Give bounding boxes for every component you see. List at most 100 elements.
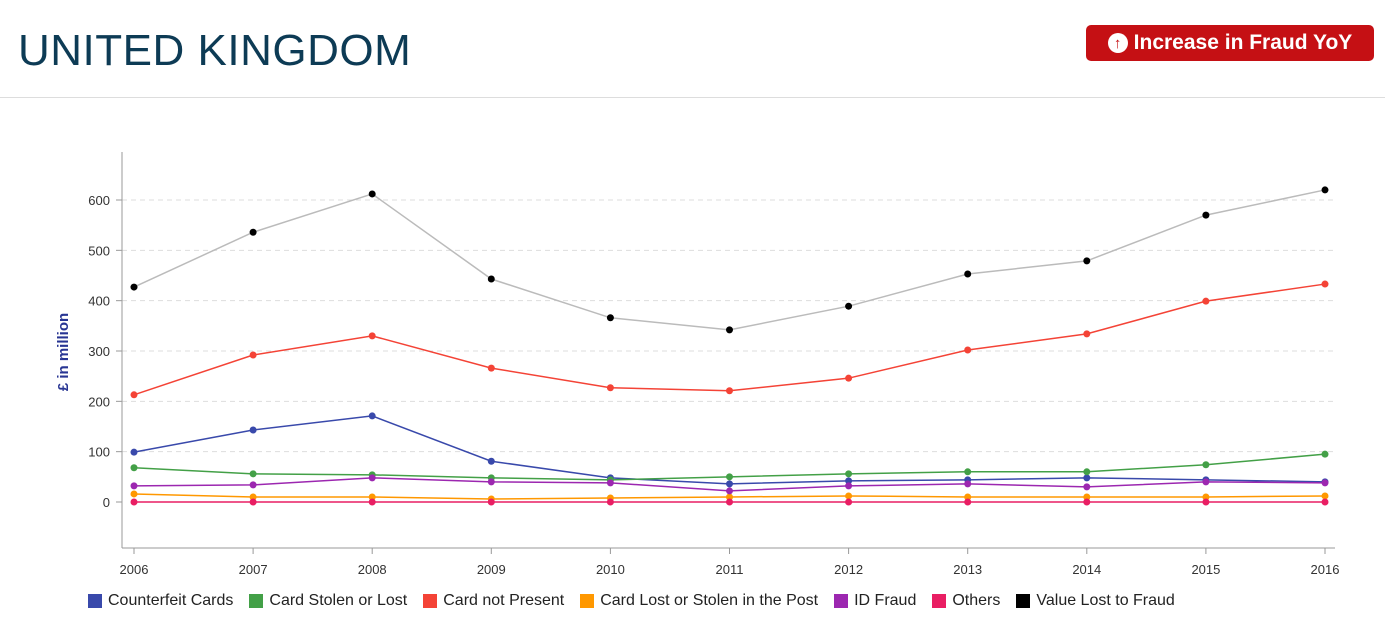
legend-item[interactable]: Card not Present	[423, 592, 564, 610]
legend-label: Value Lost to Fraud	[1036, 592, 1175, 609]
data-point	[1202, 493, 1210, 501]
data-point	[1083, 483, 1091, 491]
data-point	[845, 477, 853, 485]
data-point	[845, 492, 853, 500]
legend-swatch	[1016, 594, 1031, 608]
increase-in-fraud-badge[interactable]: ↑ Increase in Fraud YoY	[1086, 25, 1374, 61]
data-point	[487, 364, 495, 372]
data-point	[726, 473, 733, 481]
data-point	[249, 351, 257, 359]
y-tick-label: 0	[103, 495, 110, 510]
data-point	[1083, 468, 1091, 476]
legend-label: Card Stolen or Lost	[269, 592, 408, 609]
y-tick-label: 500	[88, 243, 110, 258]
data-point	[1202, 461, 1210, 469]
data-point	[606, 384, 614, 392]
data-point	[726, 487, 733, 495]
legend-swatch	[423, 594, 438, 608]
data-point	[1083, 493, 1091, 501]
legend-swatch	[834, 594, 849, 608]
data-point	[606, 498, 614, 506]
data-point	[1321, 492, 1329, 500]
data-point	[606, 479, 614, 487]
data-point	[487, 498, 495, 506]
data-point	[964, 480, 972, 488]
data-point	[249, 228, 257, 236]
data-point	[1321, 280, 1329, 288]
data-point	[130, 498, 138, 506]
legend-label: Card Lost or Stolen in the Post	[600, 592, 819, 609]
data-point	[964, 270, 972, 278]
y-axis-label: £ in million	[55, 313, 72, 391]
data-point	[964, 493, 972, 501]
legend-swatch	[249, 594, 264, 608]
data-point	[1321, 479, 1329, 487]
data-point	[1202, 478, 1210, 486]
legend-item[interactable]: Card Stolen or Lost	[249, 592, 407, 610]
badge-label: Increase in Fraud YoY	[1133, 31, 1353, 54]
legend-item[interactable]: Others	[932, 592, 1000, 610]
x-tick-label: 2010	[596, 562, 625, 577]
series-card-lost-or-stolen-in-the-post	[130, 490, 1329, 503]
data-point	[368, 412, 376, 420]
data-point	[726, 480, 733, 488]
series-others	[130, 498, 1329, 506]
data-point	[1321, 186, 1329, 194]
data-point	[368, 190, 376, 198]
x-tick-label: 2008	[358, 562, 387, 577]
data-point	[726, 326, 733, 334]
chart-legend: Counterfeit Cards Card Stolen or Lost Card…	[88, 592, 1175, 610]
legend-label: ID Fraud	[854, 592, 917, 609]
series-card-not-present	[130, 280, 1329, 399]
data-point	[130, 490, 138, 498]
data-point	[249, 493, 257, 501]
x-tick-label: 2015	[1191, 562, 1220, 577]
legend-item[interactable]: ID Fraud	[834, 592, 916, 610]
data-point	[845, 302, 853, 310]
data-point	[130, 391, 138, 399]
legend-item[interactable]: Counterfeit Cards	[88, 592, 233, 610]
legend-label: Others	[952, 592, 1001, 609]
y-tick-label: 100	[88, 445, 110, 460]
y-tick-label: 300	[88, 344, 110, 359]
data-point	[130, 283, 138, 291]
data-point	[964, 346, 972, 354]
series-id-fraud	[130, 474, 1329, 495]
data-point	[1321, 450, 1329, 458]
data-point	[845, 498, 853, 506]
data-point	[368, 474, 376, 482]
legend-swatch	[88, 594, 102, 608]
legend-label: Counterfeit Cards	[108, 592, 234, 609]
y-tick-label: 400	[88, 294, 110, 309]
data-point	[130, 448, 138, 456]
y-tick-label: 600	[88, 193, 110, 208]
data-point	[1321, 498, 1329, 506]
data-point	[964, 468, 972, 476]
data-point	[1083, 498, 1091, 506]
data-point	[845, 482, 853, 490]
y-tick-label: 200	[88, 394, 110, 409]
data-point	[1083, 330, 1091, 338]
arrow-up-circle-icon: ↑	[1107, 33, 1128, 53]
x-tick-label: 2006	[120, 562, 149, 577]
legend-swatch	[580, 594, 595, 608]
data-point	[368, 498, 376, 506]
data-point	[726, 493, 733, 501]
data-point	[1083, 257, 1091, 265]
data-point	[1202, 211, 1210, 219]
legend-item[interactable]: Card Lost or Stolen in the Post	[580, 592, 818, 610]
data-point	[249, 481, 257, 489]
data-point	[964, 498, 972, 506]
x-tick-label: 2016	[1311, 562, 1340, 577]
legend-label: Card not Present	[443, 592, 565, 609]
x-tick-label: 2009	[477, 562, 506, 577]
data-point	[249, 470, 257, 478]
data-point	[130, 482, 138, 490]
data-point	[726, 387, 733, 395]
data-point	[487, 275, 495, 283]
data-point	[1202, 297, 1210, 305]
data-point	[845, 470, 853, 478]
legend-item[interactable]: Value Lost to Fraud	[1016, 592, 1175, 610]
